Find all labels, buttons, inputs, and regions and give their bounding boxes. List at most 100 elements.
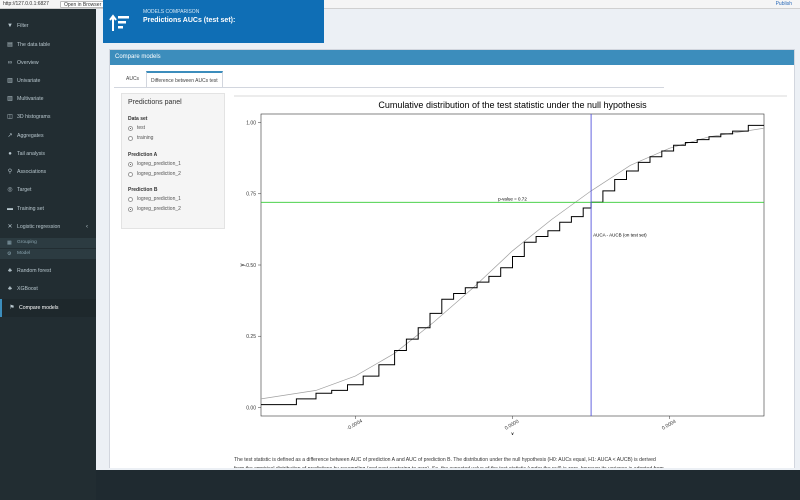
sidebar-item-label: Target xyxy=(17,187,32,193)
sliders-icon: ⚙ xyxy=(7,251,12,257)
normal-cdf-line xyxy=(260,127,765,400)
sidebar: ▼ Filter ▤ The data table ∞ Overview ▥ Univa… xyxy=(0,9,96,500)
tab-divider xyxy=(114,87,664,88)
radio-empty-icon xyxy=(128,197,133,202)
x-tick-label: -0.0004 xyxy=(346,418,364,432)
empirical-cdf-line xyxy=(261,124,764,406)
footer-bar xyxy=(96,468,800,500)
radio-selected-icon xyxy=(128,207,133,212)
target-icon: ◎ xyxy=(7,187,13,193)
cdf-chart-svg: Cumulative distribution of the test stat… xyxy=(234,95,787,438)
prediction-b-radio-1[interactable]: logreg_prediction_1 xyxy=(128,196,181,203)
sidebar-item-label: Aggregates xyxy=(17,133,44,139)
x-tick-label: 0.0000 xyxy=(504,419,520,432)
url-text[interactable]: http://127.0.0.1:6827 xyxy=(3,1,49,7)
page-title: Predictions AUCs (test set): xyxy=(143,17,236,24)
footer-top-edge xyxy=(96,468,800,470)
sidebar-subitem-label: Grouping xyxy=(17,240,37,245)
sidebar-item-filter[interactable]: ▼ Filter xyxy=(0,17,96,35)
open-in-browser-button[interactable]: Open in Browser xyxy=(60,0,106,8)
sidebar-item-label: Univariate xyxy=(17,78,41,84)
publish-button[interactable]: Publish xyxy=(775,1,792,7)
sidebar-item-overview[interactable]: ∞ Overview xyxy=(0,54,96,72)
page-subtitle: MODELS COMPARISON xyxy=(143,9,200,15)
sidebar-subitem-model[interactable]: ⚙ Model xyxy=(0,249,96,259)
cdf-chart: Cumulative distribution of the test stat… xyxy=(234,95,787,438)
sidebar-item-logistic-regression[interactable]: ✕ Logistic regression ‹ xyxy=(0,218,96,236)
radio-label: logreg_prediction_2 xyxy=(137,206,181,212)
dataset-radio-test[interactable]: test xyxy=(128,125,145,132)
sidebar-item-random-forest[interactable]: ♣ Random forest xyxy=(0,262,96,280)
sidebar-item-multivariate[interactable]: ▥ Multivariate xyxy=(0,90,96,108)
browser-bar: http://127.0.0.1:6827 Open in Browser Pu… xyxy=(0,0,800,9)
sidebar-item-associations[interactable]: ⚲ Associations xyxy=(0,163,96,181)
sidebar-item-label: Overview xyxy=(17,60,39,66)
sidebar-item-label: Filter xyxy=(17,23,29,29)
network-icon: ⚲ xyxy=(7,169,13,175)
y-tick-label: 0.50 xyxy=(246,263,256,269)
filter-icon: ▼ xyxy=(7,23,13,29)
y-tick-label: 0.00 xyxy=(246,405,256,411)
sidebar-item-label: XGBoost xyxy=(17,286,38,292)
sidebar-item-label: 3D histograms xyxy=(17,114,51,120)
tab-difference-aucs-test[interactable]: Difference between AUCs test xyxy=(146,71,223,88)
radio-empty-icon xyxy=(128,136,133,141)
sidebar-item-label: Tail analysis xyxy=(17,151,45,157)
sidebar-item-3d-histograms[interactable]: ◫ 3D histograms xyxy=(0,108,96,126)
sidebar-item-label: Compare models xyxy=(19,305,59,311)
p-value-label: p-value = 0.72 xyxy=(498,196,527,201)
sidebar-item-label: Logistic regression xyxy=(17,224,61,230)
sort-icon xyxy=(109,14,129,31)
y-tick-label: 0.75 xyxy=(246,192,256,198)
sidebar-item-univariate[interactable]: ▥ Univariate xyxy=(0,72,96,90)
prediction-b-label: Prediction B xyxy=(128,187,158,193)
tab-aucs[interactable]: AUCs xyxy=(126,76,140,82)
training-icon: ▬ xyxy=(7,206,13,212)
x-axis-label: x xyxy=(511,432,514,435)
table-icon: ▤ xyxy=(7,42,13,48)
sidebar-item-xgboost[interactable]: ♣ XGBoost xyxy=(0,280,96,298)
card-title: Compare models xyxy=(110,50,794,65)
cube-icon: ◫ xyxy=(7,114,13,120)
sidebar-item-compare-models[interactable]: ⚑ Compare models xyxy=(0,299,96,317)
sidebar-subitem-label: Model xyxy=(17,251,31,256)
page-header: MODELS COMPARISON Predictions AUCs (test… xyxy=(103,0,324,43)
sidebar-item-label: Associations xyxy=(17,169,47,175)
sidebar-item-target[interactable]: ◎ Target xyxy=(0,181,96,199)
flag-icon: ⚑ xyxy=(9,305,15,311)
radio-label: training xyxy=(137,135,154,141)
line-chart-icon: ↗ xyxy=(7,133,13,139)
observed-statistic-label: AUCA - AUCB (on test set) xyxy=(593,233,647,238)
sidebar-subitem-grouping[interactable]: ▦ Grouping xyxy=(0,238,96,248)
radio-empty-icon xyxy=(128,172,133,177)
prediction-a-radio-1[interactable]: logreg_prediction_1 xyxy=(128,161,181,168)
radio-label: logreg_prediction_1 xyxy=(137,161,181,167)
sidebar-item-label: Multivariate xyxy=(17,96,44,102)
sidebar-item-aggregates[interactable]: ↗ Aggregates xyxy=(0,127,96,145)
y-tick-label: 1.00 xyxy=(246,120,256,126)
radio-label: logreg_prediction_2 xyxy=(137,171,181,177)
binoculars-icon: ∞ xyxy=(7,60,13,66)
sidebar-item-label: Training set xyxy=(17,206,44,212)
sidebar-item-tail-analysis[interactable]: ● Tail analysis xyxy=(0,145,96,163)
dataset-radio-training[interactable]: training xyxy=(128,135,153,142)
panel-title: Predictions panel xyxy=(128,99,182,106)
sidebar-item-label: The data table xyxy=(17,42,51,48)
sidebar-item-training-set[interactable]: ▬ Training set xyxy=(0,200,96,218)
sidebar-item-data-table[interactable]: ▤ The data table xyxy=(0,36,96,54)
chart-title: Cumulative distribution of the test stat… xyxy=(378,100,647,110)
bar-chart-icon: ▥ xyxy=(7,78,13,84)
tree-icon: ♣ xyxy=(8,268,12,274)
radio-selected-icon xyxy=(128,126,133,131)
paw-icon: ● xyxy=(8,151,12,157)
compare-models-card: Compare models AUCs Difference between A… xyxy=(109,49,795,500)
sidebar-item-label: Random forest xyxy=(17,268,52,274)
prediction-a-radio-2[interactable]: logreg_prediction_2 xyxy=(128,171,181,178)
prediction-b-radio-2[interactable]: logreg_prediction_2 xyxy=(128,206,181,213)
chevron-left-icon: ‹ xyxy=(86,224,88,230)
grid-icon: ▦ xyxy=(7,240,12,246)
tree-icon: ♣ xyxy=(8,286,12,292)
dataset-label: Data set xyxy=(128,116,148,122)
prediction-a-label: Prediction A xyxy=(128,152,158,158)
y-tick-label: 0.25 xyxy=(246,334,256,340)
